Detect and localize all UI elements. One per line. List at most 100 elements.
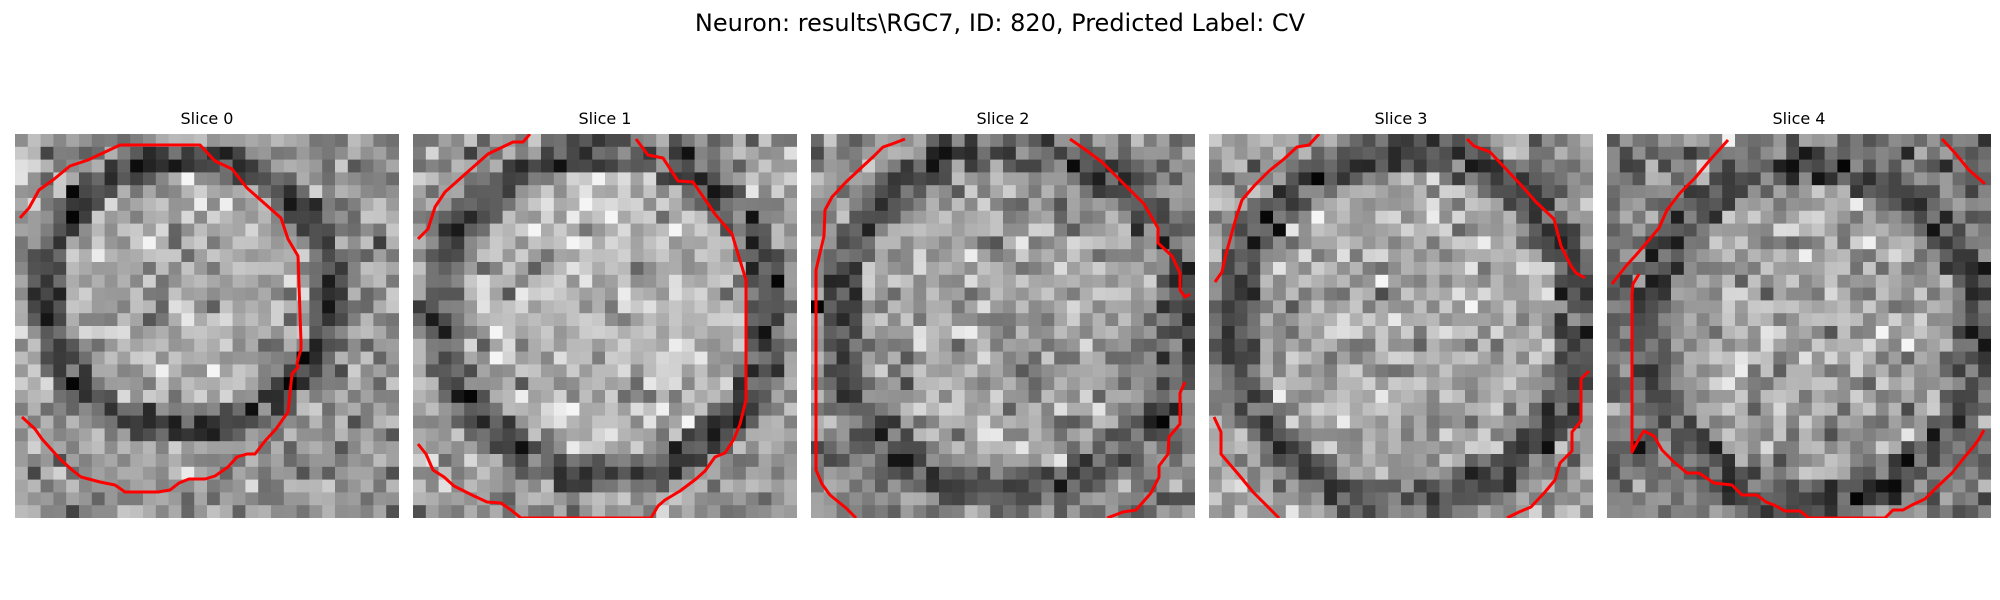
image-pixel [694,262,708,276]
image-pixel [245,210,259,224]
image-pixel [1234,377,1248,391]
image-pixel [425,249,439,263]
image-pixel [784,390,797,404]
image-pixel [40,249,54,263]
image-pixel [1516,223,1530,237]
image-pixel [1978,146,1991,160]
image-pixel [1375,351,1389,365]
image-pixel [1169,198,1183,212]
image-pixel [1362,428,1376,442]
image-pixel [720,172,734,186]
image-pixel [1169,134,1183,148]
slice-image-1 [413,134,797,518]
image-pixel [1337,198,1351,212]
image-pixel [373,236,387,250]
image-pixel [1388,274,1402,288]
image-pixel [360,287,374,301]
image-pixel [900,377,914,391]
image-pixel [207,172,221,186]
image-pixel [1337,236,1351,250]
image-pixel [1182,390,1195,404]
image-pixel [1901,441,1915,455]
image-pixel [1426,249,1440,263]
image-pixel [1234,441,1248,455]
image-pixel [1850,236,1864,250]
image-pixel [1554,415,1568,429]
image-pixel [926,466,940,480]
image-pixel [1939,441,1953,455]
image-pixel [1439,351,1453,365]
image-pixel [1375,172,1389,186]
image-pixel [40,364,54,378]
image-pixel [1092,441,1106,455]
image-pixel [207,364,221,378]
image-pixel [1760,300,1774,314]
image-pixel [1298,428,1312,442]
image-pixel [207,210,221,224]
image-pixel [373,287,387,301]
image-pixel [1105,377,1119,391]
image-pixel [1182,274,1195,288]
image-pixel [104,262,118,276]
image-pixel [541,428,555,442]
image-pixel [464,415,478,429]
image-pixel [117,390,131,404]
image-pixel [258,364,272,378]
image-pixel [168,262,182,276]
image-pixel [515,492,529,506]
image-pixel [1182,351,1195,365]
image-pixel [887,454,901,468]
image-pixel [1015,262,1029,276]
image-pixel [592,454,606,468]
image-pixel [438,402,452,416]
image-pixel [1247,159,1261,173]
image-pixel [386,351,399,365]
image-pixel [707,313,721,327]
image-pixel [1401,159,1415,173]
image-pixel [681,390,695,404]
image-pixel [1401,198,1415,212]
image-pixel [1079,454,1093,468]
image-pixel [592,262,606,276]
image-pixel [758,185,772,199]
image-pixel [322,441,336,455]
image-pixel [1541,351,1555,365]
image-pixel [1554,326,1568,340]
image-pixel [669,236,683,250]
image-pixel [1490,172,1504,186]
image-pixel [1837,466,1851,480]
image-pixel [745,441,759,455]
image-pixel [232,402,246,416]
image-pixel [1735,236,1749,250]
image-pixel [1850,505,1864,518]
image-pixel [1413,351,1427,365]
image-pixel [1722,185,1736,199]
image-pixel [1260,415,1274,429]
image-pixel [53,185,67,199]
image-pixel [1786,300,1800,314]
image-pixel [605,146,619,160]
image-pixel [1786,351,1800,365]
image-pixel [1067,351,1081,365]
image-pixel [1927,466,1941,480]
image-pixel [1003,479,1017,493]
image-pixel [322,338,336,352]
image-pixel [1349,326,1363,340]
image-pixel [887,428,901,442]
image-pixel [771,159,785,173]
image-pixel [964,479,978,493]
image-pixel [245,172,259,186]
image-pixel [875,415,889,429]
image-pixel [1580,338,1593,352]
image-pixel [413,402,427,416]
image-pixel [1465,326,1479,340]
image-pixel [1388,249,1402,263]
image-pixel [283,428,297,442]
image-pixel [745,287,759,301]
image-pixel [990,505,1004,518]
image-pixel [707,159,721,173]
image-pixel [1131,364,1145,378]
image-pixel [964,236,978,250]
image-pixel [605,249,619,263]
image-pixel [1773,415,1787,429]
